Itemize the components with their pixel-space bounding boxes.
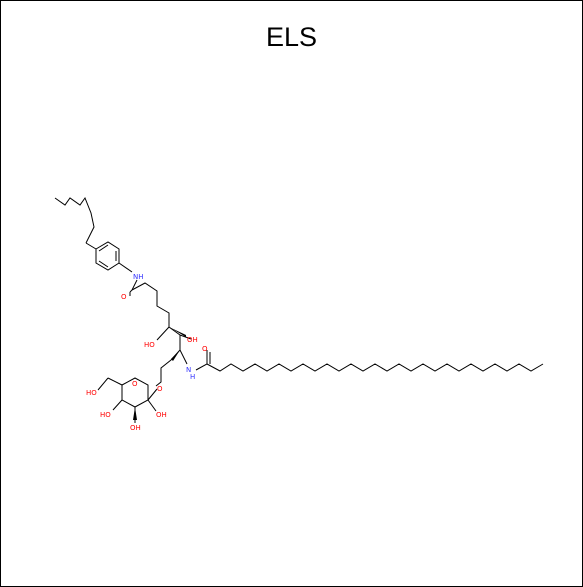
atom-ho-c4s: HO	[100, 411, 111, 419]
atom-n-amide2: N	[186, 366, 191, 374]
atom-oh-c2s: OH	[156, 411, 167, 419]
sphingoid-backbone	[155, 349, 544, 387]
amide-linker	[129, 279, 192, 350]
stereo-wedges	[133, 327, 186, 420]
pentyl-chain	[54, 196, 95, 244]
atom-h-amide2: H	[190, 373, 195, 381]
atom-o-amide1: O	[121, 293, 127, 301]
atom-nh-aryl: NH	[133, 273, 144, 281]
phenyl-ring	[85, 241, 133, 273]
atom-ho-c3: HO	[144, 341, 155, 349]
figure-title: ELS	[265, 22, 318, 52]
atom-oh-c4: OH	[187, 336, 198, 344]
atom-o-ring: O	[132, 380, 138, 388]
atom-o-amide2: O	[202, 345, 208, 353]
atom-o-glycosidic: O	[157, 385, 163, 393]
atom-ho-c6: HO	[86, 389, 97, 397]
atom-oh-c3s: OH	[130, 424, 141, 432]
